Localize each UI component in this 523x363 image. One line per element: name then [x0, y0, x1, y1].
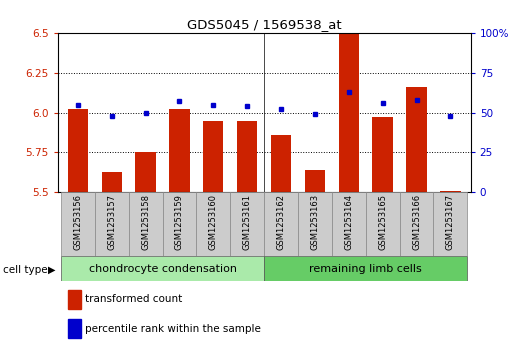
Bar: [434, 192, 468, 256]
Bar: [237, 121, 257, 192]
Bar: [298, 192, 332, 256]
Text: GSM1253166: GSM1253166: [412, 194, 421, 250]
Bar: [406, 87, 427, 192]
Text: remaining limb cells: remaining limb cells: [309, 264, 422, 274]
Bar: [372, 117, 393, 192]
Bar: [129, 192, 163, 256]
Bar: [169, 109, 190, 192]
Text: GSM1253157: GSM1253157: [107, 194, 116, 250]
Bar: [264, 256, 468, 281]
Bar: [67, 109, 88, 192]
Text: GSM1253158: GSM1253158: [141, 194, 150, 250]
Bar: [101, 172, 122, 192]
Text: GSM1253156: GSM1253156: [73, 194, 82, 250]
Title: GDS5045 / 1569538_at: GDS5045 / 1569538_at: [187, 19, 342, 32]
Text: GSM1253167: GSM1253167: [446, 194, 455, 250]
Text: ▶: ▶: [48, 265, 55, 275]
Bar: [163, 192, 196, 256]
Bar: [61, 192, 95, 256]
Bar: [95, 192, 129, 256]
Text: chondrocyte condensation: chondrocyte condensation: [88, 264, 236, 274]
Bar: [366, 192, 400, 256]
Bar: [196, 192, 230, 256]
Bar: [305, 170, 325, 192]
Text: GSM1253165: GSM1253165: [378, 194, 387, 250]
Text: GSM1253163: GSM1253163: [311, 194, 320, 250]
Bar: [264, 192, 298, 256]
Text: transformed count: transformed count: [85, 294, 183, 305]
Bar: [61, 256, 264, 281]
Bar: [440, 191, 461, 192]
Text: GSM1253159: GSM1253159: [175, 194, 184, 250]
Text: GSM1253160: GSM1253160: [209, 194, 218, 250]
Text: GSM1253162: GSM1253162: [277, 194, 286, 250]
Bar: [400, 192, 434, 256]
Bar: [332, 192, 366, 256]
Text: GSM1253164: GSM1253164: [344, 194, 353, 250]
Text: cell type: cell type: [3, 265, 47, 275]
Bar: [135, 152, 156, 192]
Text: percentile rank within the sample: percentile rank within the sample: [85, 323, 261, 334]
Bar: [271, 135, 291, 192]
Bar: [203, 121, 223, 192]
Bar: [338, 33, 359, 192]
Text: GSM1253161: GSM1253161: [243, 194, 252, 250]
Bar: [230, 192, 264, 256]
